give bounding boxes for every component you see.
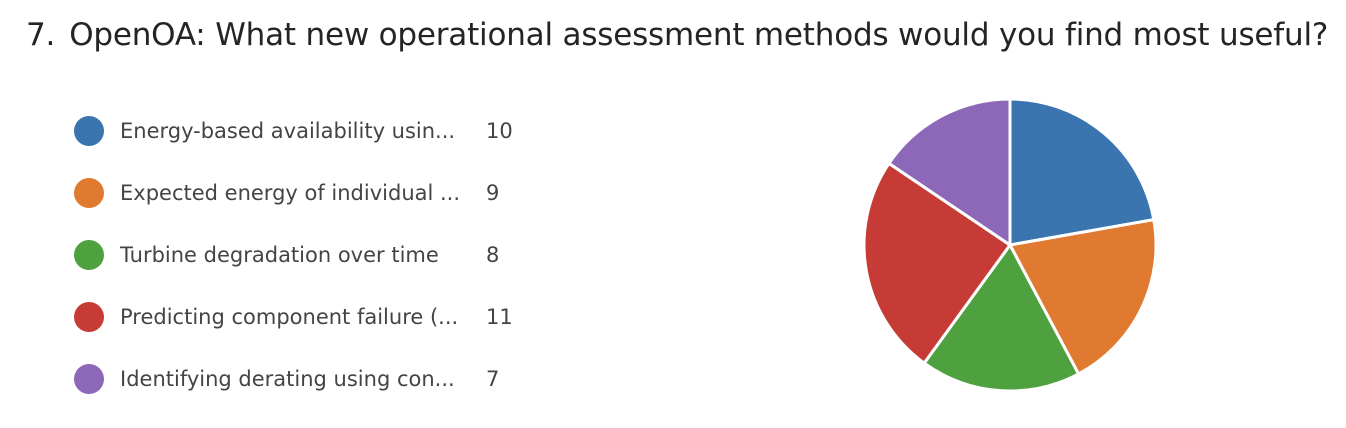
pie-slice[interactable] — [862, 161, 1012, 365]
pie-slice[interactable] — [922, 243, 1081, 393]
legend-item: Identifying derating using con... 7 — [74, 348, 544, 410]
legend-count: 9 — [486, 181, 500, 205]
question-number: 7. — [26, 17, 56, 53]
pie-slice[interactable] — [1008, 218, 1158, 376]
legend-label: Turbine degradation over time — [120, 243, 439, 267]
legend-item: Expected energy of individual ... 9 — [74, 162, 544, 224]
chart-legend: Energy-based availability usin... 10 Exp… — [74, 100, 544, 410]
legend-count: 8 — [486, 243, 500, 267]
legend-label: Expected energy of individual ... — [120, 181, 460, 205]
legend-count: 11 — [486, 305, 513, 329]
legend-count: 10 — [486, 119, 513, 143]
legend-label: Energy-based availability usin... — [120, 119, 456, 143]
pie-slice[interactable] — [1008, 97, 1156, 247]
legend-label: Identifying derating using con... — [120, 367, 455, 391]
pie-slice[interactable] — [887, 97, 1012, 247]
question-text: OpenOA: What new operational assessment … — [69, 17, 1329, 53]
pie-chart-svg — [862, 97, 1158, 393]
legend-swatch — [74, 116, 104, 146]
question-title: 7. OpenOA: What new operational assessme… — [26, 10, 1328, 60]
legend-item: Turbine degradation over time 8 — [74, 224, 544, 286]
legend-label: Predicting component failure (... — [120, 305, 459, 329]
legend-count: 7 — [486, 367, 500, 391]
legend-swatch — [74, 178, 104, 208]
legend-item: Predicting component failure (... 11 — [74, 286, 544, 348]
legend-item: Energy-based availability usin... 10 — [74, 100, 544, 162]
legend-swatch — [74, 364, 104, 394]
legend-swatch — [74, 302, 104, 332]
pie-chart — [855, 92, 1165, 402]
legend-swatch — [74, 240, 104, 270]
